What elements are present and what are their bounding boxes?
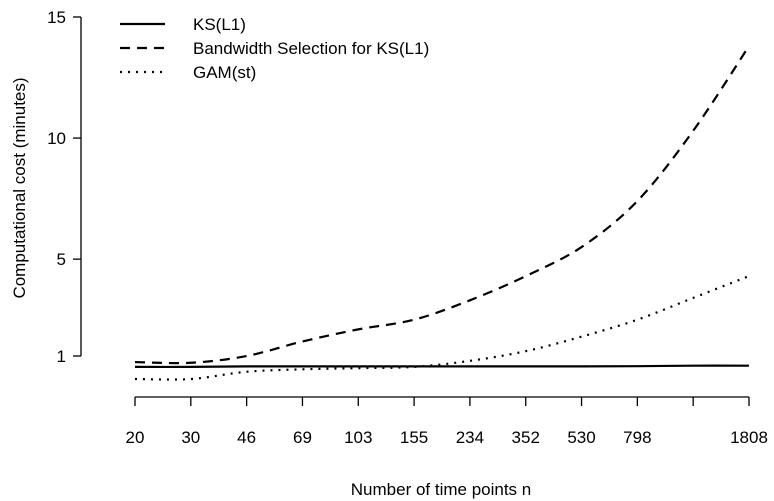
series-layer: [134, 45, 750, 381]
x-axis: 20 30 46 69 103 155 234 352 530 798 1808: [126, 396, 768, 447]
x-tick-label: 155: [400, 428, 428, 447]
series-line-2: [134, 45, 750, 365]
y-tick-label: 10: [47, 129, 66, 148]
x-tick-label: 798: [623, 428, 651, 447]
x-tick-label: 46: [237, 428, 256, 447]
series-line-3: [134, 275, 750, 381]
legend-label-1: KS(L1): [193, 15, 246, 34]
x-tick-label: 234: [456, 428, 484, 447]
series-line-1: [134, 364, 750, 369]
x-tick-label: 1808: [730, 428, 768, 447]
legend-label-3: GAM(st): [193, 63, 256, 82]
y-tick-label: 15: [47, 8, 66, 27]
legend-label-2: Bandwidth Selection for KS(L1): [193, 39, 429, 58]
legend: KS(L1) Bandwidth Selection for KS(L1) GAM(…: [120, 15, 429, 82]
y-axis-title: Computational cost (minutes): [10, 77, 29, 298]
y-tick-label: 1: [57, 347, 66, 366]
y-tick-label: 5: [57, 250, 66, 269]
x-tick-label: 20: [126, 428, 145, 447]
x-tick-label: 30: [181, 428, 200, 447]
x-axis-title: Number of time points n: [351, 480, 531, 499]
x-tick-label: 352: [512, 428, 540, 447]
x-tick-label: 103: [344, 428, 372, 447]
x-tick-label: 69: [293, 428, 312, 447]
x-tick-label: 530: [567, 428, 595, 447]
